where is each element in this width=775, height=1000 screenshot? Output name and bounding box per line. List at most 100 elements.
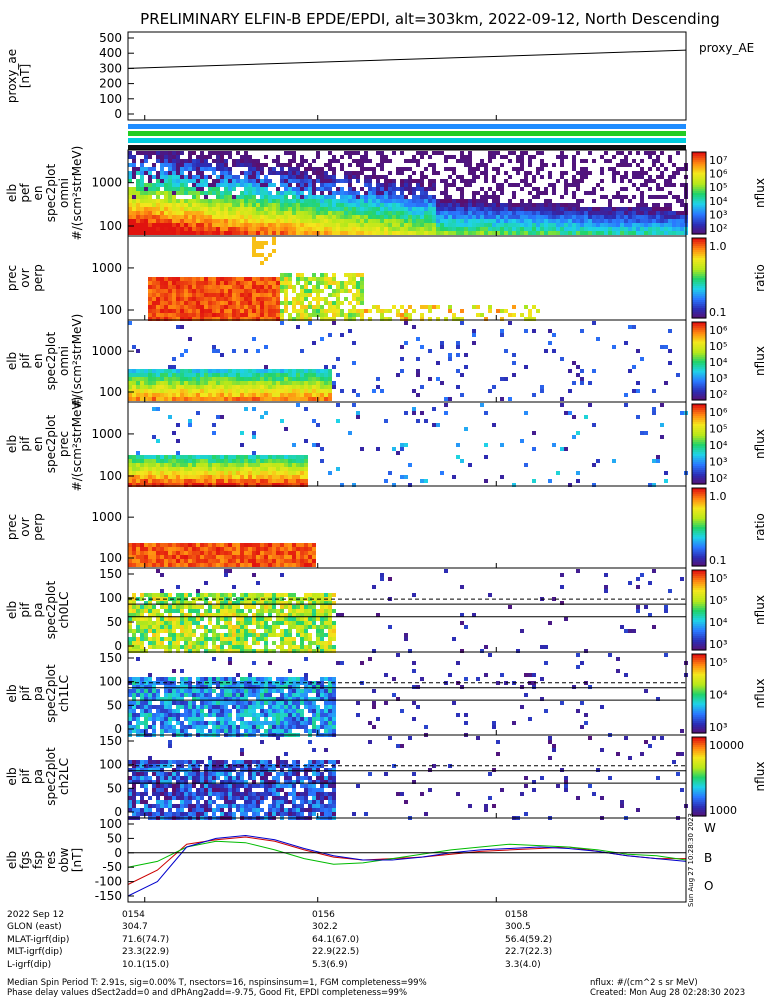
spec-cell-p1 [420, 171, 424, 175]
spec-cell-p2 [200, 285, 204, 289]
spec-cell-p1 [624, 175, 628, 179]
spec-cell-p1 [156, 171, 160, 175]
spec-cell-p1 [232, 223, 236, 227]
spec-cell-p4 [200, 463, 204, 467]
spec-cell-p6 [132, 597, 136, 601]
spec-cell-p2 [228, 317, 232, 321]
spec-cell-p5 [312, 559, 316, 563]
spec-cell-p1 [328, 163, 332, 167]
spec-cell-p1 [184, 211, 188, 215]
spec-cell-p5 [296, 551, 300, 555]
spec-cell-p1 [240, 195, 244, 199]
spec-cell-p2 [424, 305, 428, 309]
spec-cell-p1 [368, 227, 372, 231]
spec-cell-p1 [428, 215, 432, 219]
spec-cell-p1 [512, 223, 516, 227]
spec-cell-p1 [132, 223, 136, 227]
spec-cell-p5 [264, 551, 268, 555]
spec-cell-p2 [320, 309, 324, 313]
spec-cell-p4 [408, 483, 412, 487]
spec-cell-p2 [176, 309, 180, 313]
spec-cell-p1 [200, 227, 204, 231]
spec-cell-p4 [208, 455, 212, 459]
spec-cell-p1 [364, 203, 368, 207]
spec-cell-p4 [424, 419, 428, 423]
spec-cell-p1 [608, 207, 612, 211]
spec-cell-p3 [132, 345, 136, 349]
spec-cell-p2 [176, 317, 180, 321]
spec-cell-p1 [336, 227, 340, 231]
spec-cell-p1 [260, 211, 264, 215]
spec-cell-p3 [304, 373, 308, 377]
spec-cell-p6 [240, 649, 244, 653]
spec-cell-p6 [244, 621, 248, 625]
spec-cell-p3 [284, 393, 288, 397]
spec-cell-p2 [228, 297, 232, 301]
spec-cell-p1 [464, 163, 468, 167]
spec-cell-p4 [188, 467, 192, 471]
colorbar-seg-p6 [692, 590, 706, 593]
spec-cell-p5 [244, 551, 248, 555]
spec-cell-p4 [204, 479, 208, 483]
colorbar-seg-p4 [692, 408, 706, 411]
spec-cell-p1 [180, 171, 184, 175]
spec-cell-p5 [156, 555, 160, 559]
spec-cell-p4 [196, 475, 200, 479]
colorbar-seg-p4 [692, 456, 706, 459]
spec-cell-p4 [256, 455, 260, 459]
spec-cell-p1 [140, 203, 144, 207]
spec-cell-p1 [608, 199, 612, 203]
spec-cell-p6 [228, 601, 232, 605]
spec-cell-p1 [244, 191, 248, 195]
spec-cell-p2 [304, 313, 308, 317]
spec-cell-p1 [140, 227, 144, 231]
spec-cell-p1 [212, 199, 216, 203]
spec-cell-p3 [188, 389, 192, 393]
spec-cell-p1 [172, 215, 176, 219]
spec-cell-p5 [276, 555, 280, 559]
spec-cell-p1 [624, 187, 628, 191]
spec-cell-p5 [248, 543, 252, 547]
spec-cell-p5 [280, 543, 284, 547]
spec-cell-p1 [552, 231, 556, 235]
spec-cell-p1 [520, 231, 524, 235]
spec-cell-p1 [584, 175, 588, 179]
spec-cell-p1 [624, 227, 628, 231]
spec-cell-p5 [224, 563, 228, 567]
spec-cell-p1 [224, 227, 228, 231]
spec-cell-p1 [260, 187, 264, 191]
colorbar-seg-p2 [692, 278, 706, 281]
spec-cell-p1 [324, 195, 328, 199]
spec-cell-p1 [624, 215, 628, 219]
spec-cell-p6 [268, 601, 272, 605]
spec-cell-p1 [256, 191, 260, 195]
spec-cell-p3 [128, 377, 132, 381]
spec-cell-p1 [236, 223, 240, 227]
spec-cell-p1 [208, 151, 212, 155]
colorbar-seg-p1 [692, 166, 706, 169]
colorbar-seg-p6 [692, 620, 706, 623]
spec-cell-p3 [232, 373, 236, 377]
spec-cell-p1 [256, 179, 260, 183]
spec-cell-p6 [200, 637, 204, 641]
spec-cell-p1 [300, 183, 304, 187]
spec-cell-p6 [280, 649, 284, 653]
spec-cell-p2 [404, 309, 408, 313]
spec-cell-p1 [188, 151, 192, 155]
spec-cell-p4 [288, 471, 292, 475]
spec-cell-p1 [260, 223, 264, 227]
colorbar-seg-p4 [692, 412, 706, 415]
spec-cell-p2 [228, 285, 232, 289]
spec-cell-p1 [436, 231, 440, 235]
spec-cell-p3 [440, 345, 444, 349]
spec-cell-p4 [168, 467, 172, 471]
spec-cell-p2 [160, 313, 164, 317]
spec-cell-p1 [384, 211, 388, 215]
spec-cell-p6 [240, 609, 244, 613]
colorbar-seg-p4 [692, 404, 706, 407]
spec-cell-p6 [144, 609, 148, 613]
spec-cell-p3 [200, 397, 204, 401]
spec-cell-p6 [164, 617, 168, 621]
spec-cell-p6 [240, 629, 244, 633]
spec-cell-p2 [268, 281, 272, 285]
